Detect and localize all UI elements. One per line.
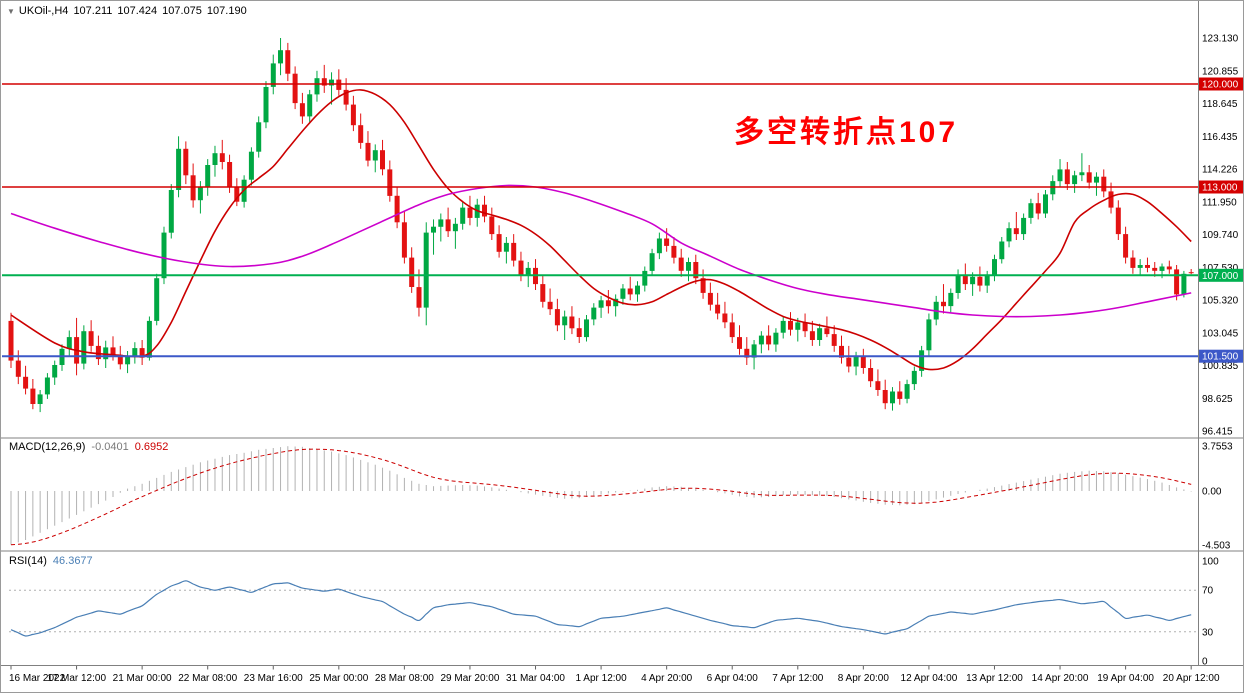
candlestick-series [8, 38, 1194, 413]
macd-value-signal: 0.6952 [134, 441, 169, 453]
ma-slow-line [10, 184, 1192, 318]
price-badge-label: 113.000 [1202, 183, 1238, 194]
macd-axis-label: 3.7553 [1202, 442, 1233, 453]
price-axis-label: 107.530 [1202, 263, 1239, 274]
price-badge-label: 120.000 [1202, 80, 1239, 91]
rsi-axis-label: 30 [1202, 627, 1214, 638]
macd-indicator-label: MACD(12,26,9) -0.0401 0.6952 [9, 441, 168, 453]
time-axis-label: 29 Mar 20:00 [440, 673, 499, 684]
time-axis-label: 31 Mar 04:00 [506, 673, 565, 684]
time-axis-label: 16 Mar 2022 [9, 673, 66, 684]
macd-histogram [10, 446, 1192, 546]
price-axis-label: 118.645 [1202, 99, 1238, 110]
time-axis-label: 12 Apr 04:00 [901, 673, 958, 684]
price-axis-label: 123.130 [1202, 34, 1239, 45]
time-axis-label: 22 Mar 08:00 [178, 673, 237, 684]
macd-signal-line [10, 448, 1192, 546]
rsi-value: 46.3677 [52, 555, 93, 567]
price-axis-label: 96.415 [1202, 427, 1233, 438]
rsi-axis-label: 70 [1202, 586, 1214, 597]
symbol-timeframe: UKOil-,H4 [18, 5, 69, 17]
price-badge-label: 107.000 [1202, 271, 1239, 282]
ohlc-open: 107.211 [73, 5, 113, 17]
price-axis-label: 105.320 [1202, 296, 1239, 307]
macd-label: MACD(12,26,9) [9, 441, 86, 453]
rsi-axis-label: 0 [1202, 657, 1208, 668]
price-badge [1199, 77, 1243, 91]
rsi-axis-label: 100 [1202, 557, 1219, 568]
rsi-line [10, 580, 1192, 637]
price-axis-label: 98.625 [1202, 394, 1233, 405]
price-axis[interactable] [1199, 1, 1243, 665]
macd-value-main: -0.0401 [91, 441, 129, 453]
rsi-plot [9, 580, 1198, 637]
collapse-chart-icon[interactable]: ▼ [7, 7, 15, 16]
ohlc-high: 107.424 [117, 5, 158, 17]
time-axis-label: 1 Apr 12:00 [576, 673, 628, 684]
time-axis-label: 7 Apr 12:00 [772, 673, 824, 684]
price-axis-label: 116.435 [1202, 132, 1238, 143]
rsi-label: RSI(14) [9, 555, 47, 567]
time-axis[interactable] [1, 666, 1198, 692]
ma-fast-line [10, 89, 1192, 371]
time-axis-label: 20 Apr 12:00 [1163, 673, 1220, 684]
macd-axis-label: -4.503 [1202, 540, 1231, 551]
price-axis-label: 120.855 [1202, 66, 1239, 77]
time-axis-label: 21 Mar 00:00 [113, 673, 172, 684]
rsi-indicator-label: RSI(14) 46.3677 [9, 555, 93, 567]
time-axis-label: 23 Mar 16:00 [244, 673, 303, 684]
time-axis-label: 17 Mar 12:00 [47, 673, 106, 684]
time-axis-label: 14 Apr 20:00 [1032, 673, 1089, 684]
price-axis-label: 103.045 [1202, 328, 1239, 339]
time-axis-label: 13 Apr 12:00 [966, 673, 1023, 684]
price-badge-label: 101.500 [1202, 352, 1239, 363]
time-axis-label: 25 Mar 00:00 [309, 673, 368, 684]
time-axis-label: 6 Apr 04:00 [707, 673, 759, 684]
time-axis-label: 4 Apr 20:00 [641, 673, 693, 684]
symbol-info: ▼ UKOil-,H4 107.211 107.424 107.075 107.190 [7, 5, 252, 17]
price-axis-label: 114.226 [1202, 165, 1238, 176]
ohlc-close: 107.190 [206, 5, 247, 17]
price-badge [1199, 268, 1243, 282]
time-axis-label: 28 Mar 08:00 [375, 673, 434, 684]
trend-annotation[interactable]: 多空转折点107 [734, 116, 959, 149]
price-badge [1199, 180, 1243, 194]
price-badge [1199, 349, 1243, 363]
time-axis-label: 19 Apr 04:00 [1097, 673, 1154, 684]
macd-axis-label: 0.00 [1202, 487, 1222, 498]
price-axis-label: 109.740 [1202, 230, 1239, 241]
price-axis-label: 111.950 [1202, 197, 1237, 208]
ohlc-low: 107.075 [162, 5, 202, 17]
time-axis-label: 8 Apr 20:00 [838, 673, 890, 684]
price-axis-label: 100.835 [1202, 361, 1239, 372]
